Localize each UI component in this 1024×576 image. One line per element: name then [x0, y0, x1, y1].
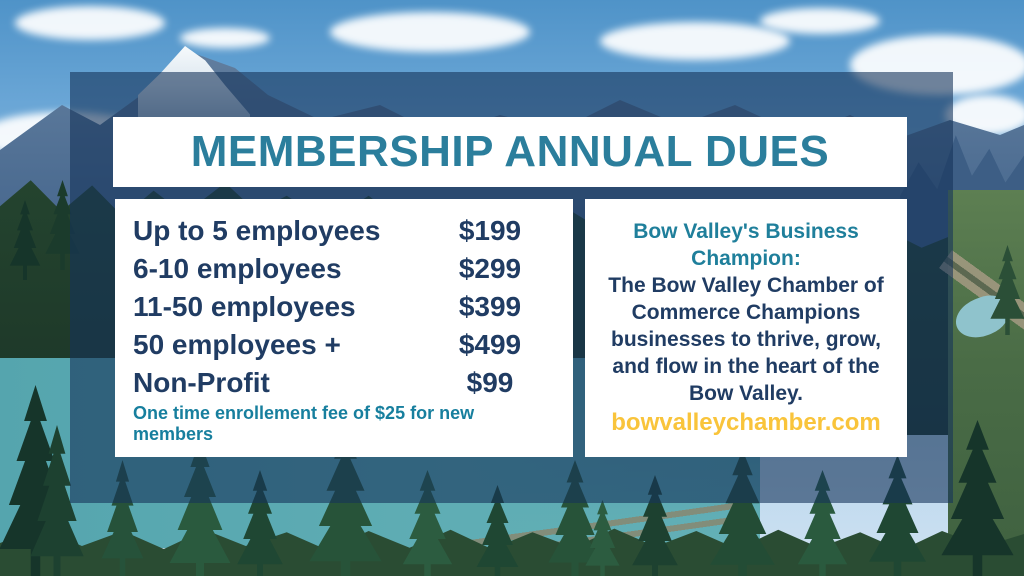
pricing-card: Up to 5 employees $199 6-10 employees $2… — [115, 199, 573, 457]
promo-heading: Bow Valley's Business Champion: — [633, 220, 859, 270]
pricing-label: 50 employees + — [133, 329, 341, 360]
pricing-price: $99 — [466, 367, 514, 398]
cloud — [180, 28, 270, 48]
pricing-row: 50 employees + $499 — [133, 326, 555, 364]
promo-card: Bow Valley's Business Champion: The Bow … — [585, 199, 907, 457]
pricing-row: 11-50 employees $399 — [133, 288, 555, 326]
cloud — [330, 12, 530, 52]
pricing-price: $399 — [458, 291, 522, 322]
pricing-label: Non-Profit — [133, 367, 270, 398]
cloud — [600, 22, 790, 60]
pricing-row: Up to 5 employees $199 — [133, 212, 555, 250]
pricing-label: 6-10 employees — [133, 253, 342, 284]
pricing-table: Up to 5 employees $199 6-10 employees $2… — [133, 212, 555, 402]
pricing-price: $299 — [458, 253, 522, 284]
website-link[interactable]: bowvalleychamber.com — [611, 409, 881, 436]
pricing-price: $199 — [458, 215, 522, 246]
pricing-row: Non-Profit $99 — [133, 364, 555, 402]
title-banner: MEMBERSHIP ANNUAL DUES — [113, 117, 907, 187]
page-title: MEMBERSHIP ANNUAL DUES — [190, 127, 830, 176]
enrollment-note: One time enrollement fee of $25 for new … — [133, 403, 475, 444]
pricing-price: $499 — [458, 329, 522, 360]
cloud — [760, 8, 880, 34]
pricing-label: 11-50 employees — [133, 291, 356, 322]
cloud — [15, 6, 165, 40]
pricing-row: 6-10 employees $299 — [133, 250, 555, 288]
promo-body: The Bow Valley Chamber of Commerce Champ… — [608, 274, 884, 405]
pricing-label: Up to 5 employees — [133, 215, 381, 246]
